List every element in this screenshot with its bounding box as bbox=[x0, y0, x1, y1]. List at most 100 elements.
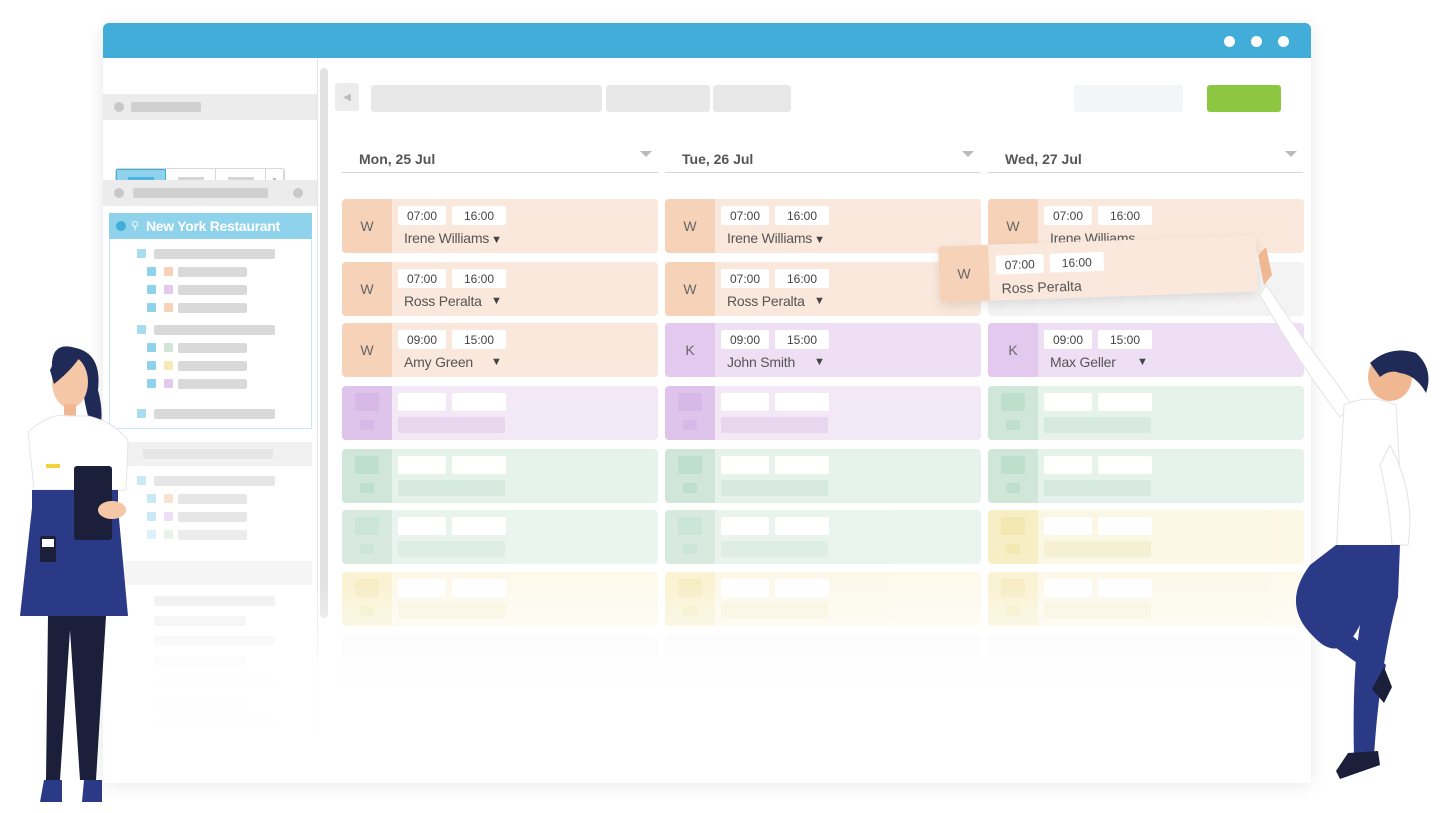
role-color-icon bbox=[164, 512, 173, 521]
checkbox-icon[interactable] bbox=[147, 267, 156, 276]
chevron-down-icon[interactable]: ▼ bbox=[814, 295, 825, 307]
shift-placeholder[interactable] bbox=[988, 386, 1304, 440]
chevron-down-icon[interactable]: ▼ bbox=[491, 356, 502, 368]
start-time[interactable]: 07:00 bbox=[398, 206, 446, 225]
end-time[interactable]: 16:00 bbox=[1098, 206, 1152, 225]
shift-placeholder[interactable] bbox=[988, 510, 1304, 564]
toolbar-field[interactable] bbox=[371, 85, 602, 112]
checkbox-icon[interactable] bbox=[147, 303, 156, 312]
sidebar-scrollbar[interactable] bbox=[320, 68, 328, 618]
role-badge: K bbox=[988, 323, 1038, 377]
end-time[interactable]: 16:00 bbox=[775, 206, 829, 225]
shift-card[interactable]: W 07:00 16:00 Ross Peralta ▼ bbox=[342, 262, 658, 316]
shift-card[interactable]: W 07:00 16:00 Irene Williams ▼ bbox=[342, 199, 658, 253]
day-label: Wed, 27 Jul bbox=[1005, 151, 1082, 167]
chevron-down-icon[interactable] bbox=[1285, 151, 1297, 157]
window-dot-icon[interactable] bbox=[1251, 36, 1262, 47]
chevron-down-icon[interactable]: ▼ bbox=[491, 295, 502, 307]
toolbar-field[interactable] bbox=[713, 85, 791, 112]
end-time[interactable]: 16:00 bbox=[452, 206, 506, 225]
employee-name[interactable]: Max Geller bbox=[1050, 354, 1116, 370]
day-header-wed[interactable]: Wed, 27 Jul bbox=[988, 149, 1303, 173]
chevron-down-icon[interactable]: ▼ bbox=[1137, 356, 1148, 368]
chevron-down-icon[interactable] bbox=[962, 151, 974, 157]
shift-placeholder[interactable] bbox=[665, 449, 981, 503]
checkbox-icon[interactable] bbox=[137, 409, 146, 418]
shift-placeholder[interactable] bbox=[342, 572, 658, 626]
placeholder-text bbox=[154, 325, 275, 335]
toolbar-field[interactable] bbox=[606, 85, 710, 112]
role-badge: W bbox=[665, 199, 715, 253]
shift-card[interactable]: W 09:00 15:00 Amy Green ▼ bbox=[342, 323, 658, 377]
toolbar-button[interactable] bbox=[1074, 85, 1183, 112]
employee-name[interactable]: Ross Peralta bbox=[1001, 277, 1083, 297]
shift-placeholder[interactable] bbox=[342, 449, 658, 503]
start-time[interactable]: 07:00 bbox=[995, 253, 1045, 275]
employee-name-text: Irene Williams bbox=[727, 230, 813, 246]
placeholder-text bbox=[143, 449, 273, 459]
window-dot-icon[interactable] bbox=[1278, 36, 1289, 47]
checkbox-icon[interactable] bbox=[137, 325, 146, 334]
chevron-down-icon[interactable]: ▼ bbox=[814, 356, 825, 368]
shift-card[interactable]: K 09:00 15:00 John Smith ▼ bbox=[665, 323, 981, 377]
location-item[interactable] bbox=[109, 561, 312, 585]
shift-placeholder[interactable] bbox=[988, 449, 1304, 503]
employee-name[interactable]: Irene Williams ▼ bbox=[404, 230, 502, 246]
end-time[interactable]: 15:00 bbox=[452, 330, 506, 349]
end-time[interactable]: 15:00 bbox=[775, 330, 829, 349]
start-time[interactable]: 07:00 bbox=[721, 269, 769, 288]
checkbox-icon[interactable] bbox=[147, 530, 156, 539]
shift-placeholder[interactable] bbox=[342, 386, 658, 440]
window-dot-icon[interactable] bbox=[1224, 36, 1235, 47]
shift-card[interactable]: K 09:00 15:00 Max Geller ▼ bbox=[988, 323, 1304, 377]
role-badge: W bbox=[342, 199, 392, 253]
role-color-icon bbox=[164, 267, 173, 276]
shift-card[interactable]: W 07:00 16:00 Irene Williams ▼ bbox=[665, 199, 981, 253]
checkbox-icon[interactable] bbox=[147, 379, 156, 388]
start-time[interactable]: 07:00 bbox=[1044, 206, 1092, 225]
chevron-down-icon[interactable]: ▼ bbox=[491, 234, 502, 246]
start-time[interactable]: 09:00 bbox=[1044, 330, 1092, 349]
role-color-icon bbox=[164, 379, 173, 388]
back-arrow-icon[interactable]: ◀ bbox=[335, 83, 359, 111]
end-time[interactable]: 16:00 bbox=[775, 269, 829, 288]
end-time[interactable]: 15:00 bbox=[1098, 330, 1152, 349]
end-time[interactable]: 16:00 bbox=[1049, 251, 1105, 273]
checkbox-icon[interactable] bbox=[147, 494, 156, 503]
employee-name-text: Irene Williams bbox=[404, 230, 490, 246]
shift-card[interactable]: W 07:00 16:00 Ross Peralta ▼ bbox=[665, 262, 981, 316]
day-header-tue[interactable]: Tue, 26 Jul bbox=[665, 149, 980, 173]
checkbox-icon[interactable] bbox=[137, 476, 146, 485]
start-time[interactable]: 09:00 bbox=[721, 330, 769, 349]
shift-placeholder[interactable] bbox=[665, 572, 981, 626]
end-time[interactable]: 16:00 bbox=[452, 269, 506, 288]
checkbox-icon[interactable] bbox=[147, 343, 156, 352]
day-header-mon[interactable]: Mon, 25 Jul bbox=[342, 149, 658, 173]
shift-placeholder[interactable] bbox=[342, 510, 658, 564]
start-time[interactable]: 09:00 bbox=[398, 330, 446, 349]
shift-placeholder[interactable] bbox=[665, 510, 981, 564]
employee-name[interactable]: Ross Peralta bbox=[727, 293, 805, 309]
checkbox-icon[interactable] bbox=[147, 361, 156, 370]
checkbox-icon[interactable] bbox=[147, 285, 156, 294]
checkbox-icon[interactable] bbox=[137, 249, 146, 258]
checkbox-icon[interactable] bbox=[147, 512, 156, 521]
start-time[interactable]: 07:00 bbox=[721, 206, 769, 225]
employee-name[interactable]: Ross Peralta bbox=[404, 293, 482, 309]
location-item[interactable]: ⚲ New York Restaurant bbox=[109, 213, 312, 239]
shift-placeholder[interactable] bbox=[665, 635, 981, 689]
placeholder-text bbox=[131, 102, 201, 112]
employee-name[interactable]: Irene Williams ▼ bbox=[727, 230, 825, 246]
start-time[interactable]: 07:00 bbox=[398, 269, 446, 288]
shift-placeholder[interactable] bbox=[342, 635, 658, 689]
waitress-illustration bbox=[20, 346, 129, 802]
circle-icon[interactable] bbox=[293, 188, 303, 198]
chevron-down-icon[interactable] bbox=[640, 151, 652, 157]
shift-placeholder[interactable] bbox=[665, 386, 981, 440]
dragged-shift-card[interactable]: W 07:00 16:00 Ross Peralta bbox=[938, 235, 1258, 303]
publish-button[interactable] bbox=[1207, 85, 1281, 112]
employee-name[interactable]: John Smith bbox=[727, 354, 796, 370]
chevron-down-icon[interactable]: ▼ bbox=[814, 234, 825, 246]
employee-name[interactable]: Amy Green bbox=[404, 354, 473, 370]
